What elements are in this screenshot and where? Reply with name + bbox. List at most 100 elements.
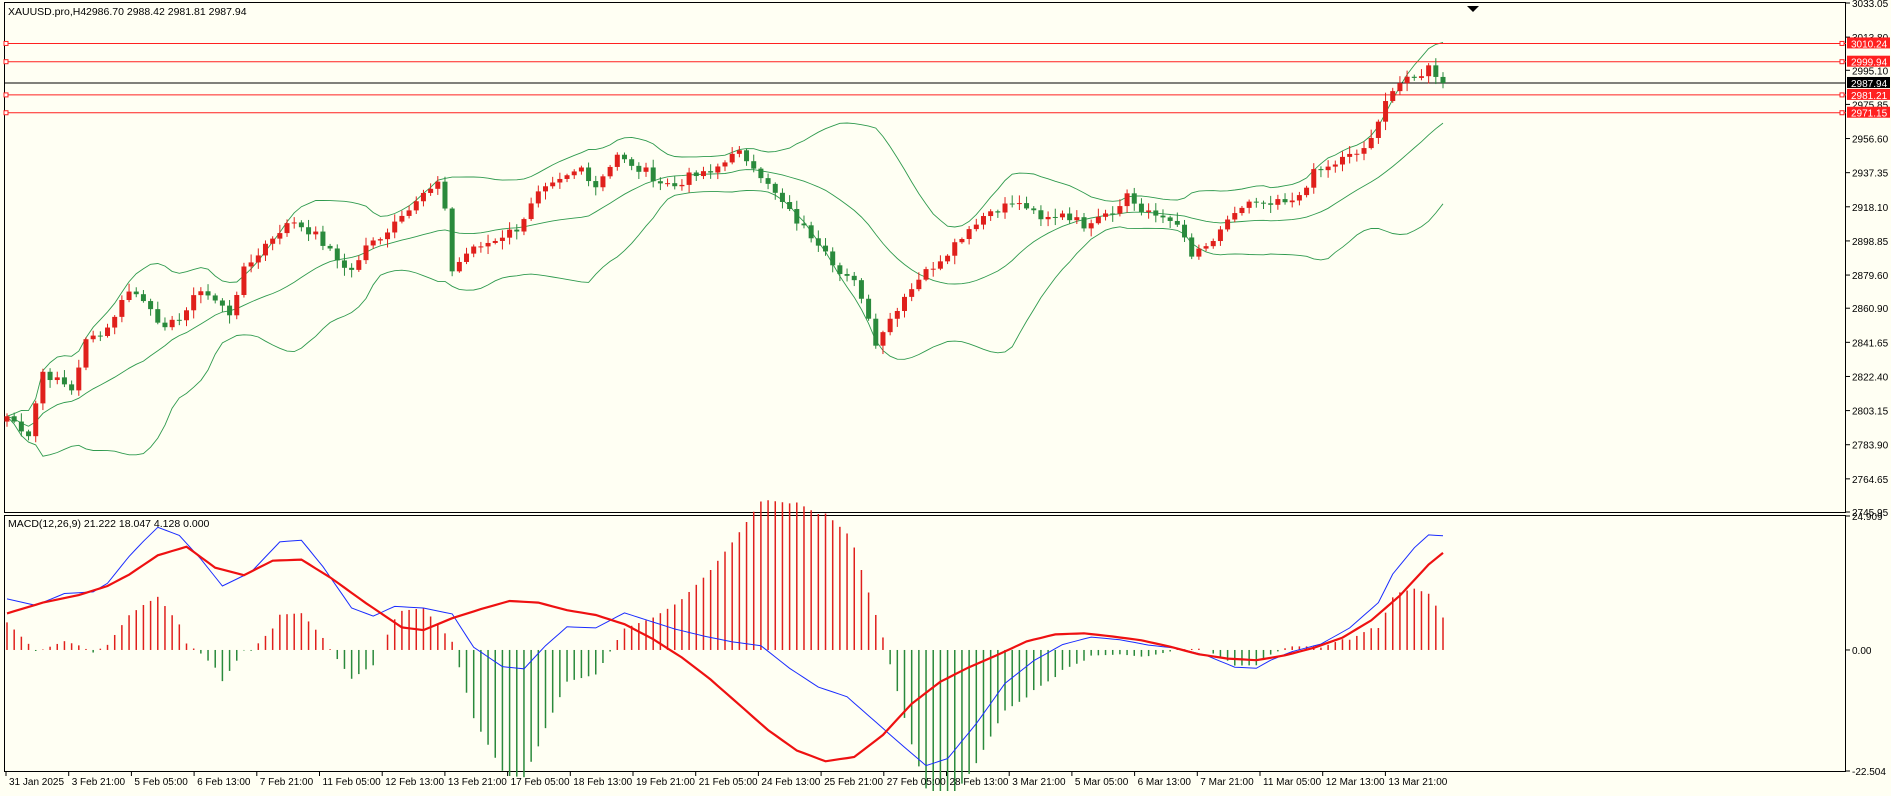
candle-body bbox=[1232, 213, 1238, 220]
candle-body bbox=[1031, 208, 1037, 211]
candle-body bbox=[234, 294, 240, 316]
candle-body bbox=[291, 222, 297, 224]
candle-body bbox=[830, 251, 836, 266]
candle-body bbox=[1067, 213, 1073, 221]
candle-body bbox=[428, 188, 434, 193]
candle-body bbox=[1418, 76, 1424, 78]
candle-body bbox=[442, 181, 448, 209]
candle-body bbox=[902, 296, 907, 312]
price-tick-label: 2745.95 bbox=[1852, 508, 1889, 519]
candle-body bbox=[693, 172, 699, 177]
candle-body bbox=[155, 309, 161, 323]
candle-body bbox=[90, 335, 96, 340]
candle-body bbox=[1261, 202, 1266, 204]
macd-label: MACD(12,26,9) 21.222 18.047 4.128 0.000 bbox=[8, 518, 210, 530]
candle-body bbox=[593, 181, 599, 188]
current-price-tag bbox=[1847, 76, 1890, 88]
candle-body bbox=[1304, 187, 1310, 196]
level-handle-right[interactable] bbox=[1839, 40, 1845, 46]
candle-body bbox=[887, 318, 893, 333]
level-handle-left[interactable] bbox=[3, 59, 9, 65]
candle-body bbox=[1203, 246, 1209, 249]
candle-body bbox=[988, 211, 994, 217]
candle-body bbox=[1002, 203, 1008, 213]
price-tick-label: 2975.85 bbox=[1852, 100, 1889, 111]
candle-body bbox=[54, 377, 60, 381]
bollinger-middle-line bbox=[6, 122, 1444, 427]
price-tick-label: 2879.60 bbox=[1852, 271, 1889, 282]
level-handle-right[interactable] bbox=[1839, 110, 1845, 116]
candle-body bbox=[851, 275, 857, 281]
candle-body bbox=[916, 279, 922, 290]
candle-body bbox=[909, 289, 915, 297]
candle-body bbox=[586, 167, 592, 182]
bollinger-lower-line bbox=[6, 190, 1444, 457]
time-tick-label: 13 Feb 21:00 bbox=[448, 777, 507, 788]
candle-body bbox=[1160, 215, 1166, 218]
level-handle-left[interactable] bbox=[3, 40, 9, 46]
candle-body bbox=[435, 181, 441, 189]
candle-body bbox=[1167, 217, 1173, 221]
candle-body bbox=[1318, 169, 1324, 171]
candle-body bbox=[873, 318, 879, 346]
candle-body bbox=[262, 243, 268, 256]
candle-body bbox=[456, 261, 462, 272]
price-tick-label: 2937.35 bbox=[1852, 169, 1889, 180]
candle-body bbox=[241, 266, 247, 295]
candle-body bbox=[765, 178, 771, 184]
candle-body bbox=[808, 225, 814, 239]
macd-tick-label: -22.504 bbox=[1852, 767, 1886, 778]
level-price-label: 2999.94 bbox=[1851, 58, 1888, 69]
candle-body bbox=[18, 421, 24, 432]
candle-body bbox=[320, 231, 326, 246]
candle-body bbox=[1311, 169, 1317, 188]
horizontal-levels[interactable] bbox=[3, 40, 1846, 116]
level-handle-right[interactable] bbox=[1839, 92, 1845, 98]
candle-body bbox=[26, 431, 32, 437]
candle-body bbox=[614, 154, 620, 167]
candle-body bbox=[837, 265, 843, 275]
candle-body bbox=[1038, 210, 1044, 220]
candle-body bbox=[176, 319, 182, 321]
candle-body bbox=[255, 255, 261, 263]
candle-body bbox=[650, 167, 656, 182]
candle-body bbox=[729, 153, 735, 163]
chart-shift-icon[interactable] bbox=[1467, 6, 1479, 12]
candle-body bbox=[471, 246, 477, 254]
macd-lines bbox=[6, 526, 1444, 767]
time-tick-label: 3 Feb 21:00 bbox=[72, 777, 126, 788]
candle-body bbox=[528, 203, 534, 220]
candle-body bbox=[413, 201, 419, 211]
time-tick-label: 27 Feb 05:00 bbox=[887, 777, 946, 788]
candle-body bbox=[1404, 76, 1410, 84]
candle-body bbox=[1131, 193, 1137, 204]
price-tick-label: 2822.40 bbox=[1852, 372, 1889, 383]
candle-body bbox=[356, 260, 362, 270]
candle-body bbox=[535, 191, 541, 204]
candle-body bbox=[643, 167, 649, 172]
candle-body bbox=[83, 339, 89, 368]
level-handle-right[interactable] bbox=[1839, 59, 1845, 65]
candle-body bbox=[363, 245, 369, 261]
candle-body bbox=[327, 245, 333, 249]
level-price-tag bbox=[1847, 37, 1890, 49]
candle-body bbox=[33, 403, 39, 437]
time-axis: 31 Jan 2025 3 Feb 21:00 5 Feb 05:00 6 Feb 1… bbox=[5, 772, 1448, 788]
level-handle-left[interactable] bbox=[3, 110, 9, 116]
candle-body bbox=[1361, 148, 1367, 154]
time-tick-label: 3 Mar 21:00 bbox=[1012, 777, 1066, 788]
candle-body bbox=[736, 150, 742, 154]
candle-body bbox=[507, 229, 513, 238]
price-tick-label: 3033.05 bbox=[1852, 0, 1889, 10]
time-tick-label: 11 Feb 05:00 bbox=[323, 777, 382, 788]
candle-body bbox=[1239, 207, 1245, 214]
time-tick-label: 25 Feb 21:00 bbox=[824, 777, 883, 788]
candle-body bbox=[1354, 153, 1360, 155]
level-handle-left[interactable] bbox=[3, 92, 9, 98]
candle-body bbox=[47, 371, 53, 381]
candle-body bbox=[126, 291, 132, 301]
candle-body bbox=[923, 269, 929, 280]
candle-body bbox=[76, 367, 82, 391]
